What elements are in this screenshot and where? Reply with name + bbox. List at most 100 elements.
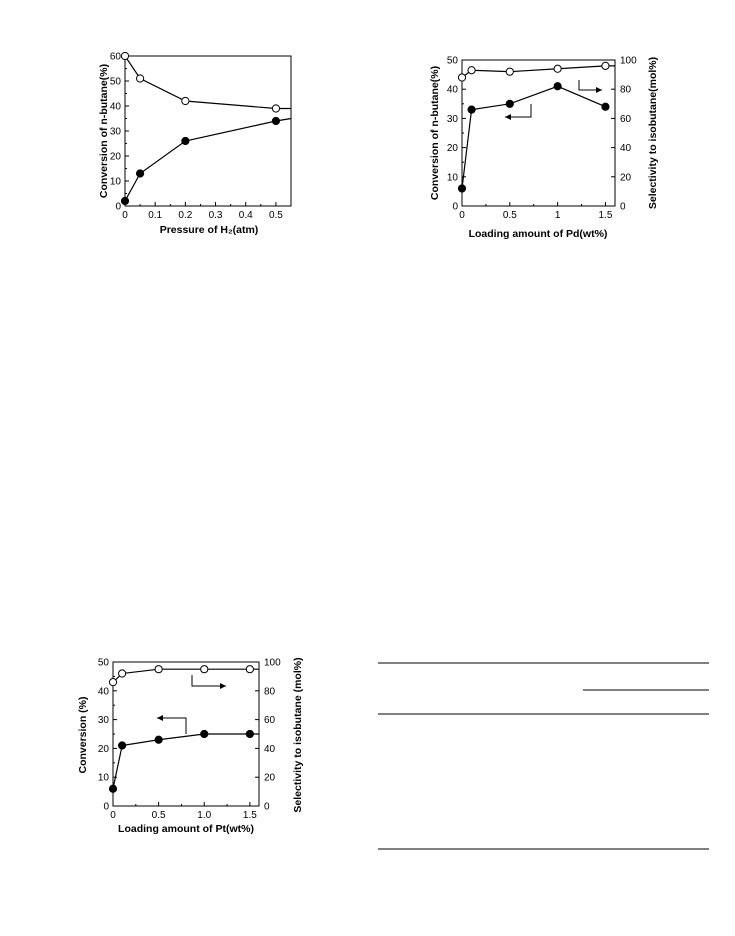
- y2-tick-label: 20: [620, 172, 632, 183]
- x-tick-label: 0.5: [269, 210, 283, 221]
- y2-tick-label: 100: [620, 56, 637, 67]
- y-tick-label: 50: [98, 658, 110, 669]
- series-line-filled: [124, 117, 292, 202]
- y-tick-label: 20: [110, 152, 122, 163]
- arrow-head: [220, 683, 226, 689]
- y2-tick-label: 20: [264, 773, 276, 784]
- data-point-filled: [200, 729, 209, 739]
- data-point-open: [245, 665, 254, 674]
- y-tick-label: 40: [447, 85, 459, 96]
- data-point-open: [135, 74, 145, 83]
- y2-tick-label: 0: [264, 802, 270, 813]
- x-axis-label: Loading amount of Pt(wt%): [118, 823, 254, 835]
- data-point-filled: [108, 784, 118, 793]
- y-tick-label: 20: [98, 744, 110, 755]
- x-tick-label: 0: [110, 810, 116, 821]
- y-tick-label: 10: [110, 177, 122, 188]
- data-point-filled: [135, 169, 145, 178]
- x-tick-label: 0.5: [503, 210, 517, 221]
- data-point-open: [200, 665, 209, 674]
- data-point-open: [154, 665, 163, 674]
- y-axis-label: Conversion of n-butane(%): [98, 64, 110, 198]
- data-point-filled: [505, 99, 514, 108]
- data-point-filled: [467, 105, 476, 114]
- axis-pointer-arrow: [191, 675, 226, 687]
- x-tick-label: 1: [555, 210, 561, 221]
- y2-tick-label: 100: [264, 658, 281, 669]
- data-point-open: [601, 61, 610, 70]
- y2-tick-label: 80: [620, 85, 632, 96]
- y-tick-label: 10: [447, 172, 459, 183]
- data-point-filled: [553, 82, 562, 91]
- data-point-open: [118, 669, 127, 678]
- series-line-open: [461, 65, 615, 78]
- x-tick-label: 0.5: [152, 810, 166, 821]
- chart-h2-pressure: 0 0.1 0.2 0.3 0.4 0.5 0 10 20 30 40 50 60 Pressure of…: [98, 51, 292, 236]
- arrow-head: [596, 87, 602, 93]
- data-point-filled: [245, 729, 254, 739]
- series-line-filled: [112, 733, 259, 789]
- x-tick-label: 0.4: [239, 210, 253, 221]
- x-tick-label: 0.2: [178, 210, 192, 221]
- y2-axis-label: Selectivity to isobutane (mol%): [292, 657, 304, 812]
- y-tick-label: 30: [110, 127, 122, 138]
- y-tick-label: 50: [110, 77, 122, 88]
- x-tick-label: 1.5: [598, 210, 612, 221]
- x-tick-label: 0: [122, 210, 128, 221]
- data-point-open: [271, 104, 281, 113]
- y2-tick-label: 80: [264, 686, 276, 697]
- x-tick-label: 1.0: [197, 810, 211, 821]
- plot-frame: [461, 59, 616, 207]
- series-line-filled: [461, 85, 606, 189]
- arrow-head: [505, 114, 511, 120]
- y-tick-label: 0: [103, 802, 109, 813]
- table-rules: [378, 662, 709, 850]
- plot-frame: [124, 55, 292, 207]
- data-point-filled: [601, 102, 610, 111]
- x-tick-label: 0.1: [148, 210, 162, 221]
- y-tick-label: 30: [98, 715, 110, 726]
- x-tick-label: 0.3: [209, 210, 223, 221]
- y-tick-label: 0: [452, 202, 458, 213]
- data-point-filled: [271, 116, 281, 126]
- axis-pointer-arrow: [505, 104, 532, 118]
- y-tick-label: 50: [447, 56, 459, 67]
- data-point-open: [553, 64, 562, 73]
- chart-pt-loading: 0 0.5 1.0 1.5 0 10 20 30 40 50 0 20 40 60 80 100 Loading…: [77, 657, 304, 835]
- data-point-filled: [154, 735, 163, 744]
- y2-tick-label: 60: [620, 114, 632, 125]
- y-tick-label: 40: [98, 686, 110, 697]
- y-axis-label: Conversion (%): [77, 696, 89, 773]
- x-axis-label: Loading amount of Pd(wt%): [469, 228, 608, 240]
- chart-pd-loading: 0 0.5 1 1.5 0 10 20 30 40 50 0 20 40 60 80 100 Loading a…: [429, 56, 659, 241]
- data-point-open: [457, 73, 467, 82]
- y2-tick-label: 60: [264, 715, 276, 726]
- series-line-open: [124, 55, 291, 110]
- data-point-filled: [181, 136, 190, 146]
- y-tick-label: 0: [115, 202, 121, 213]
- x-axis-label: Pressure of H₂(atm): [160, 224, 259, 236]
- x-tick-label: 0: [459, 210, 465, 221]
- y-axis-label: Conversion of n-butane(%): [429, 66, 441, 200]
- data-point-filled: [120, 196, 130, 206]
- x-tick-label: 1.5: [243, 810, 257, 821]
- axis-pointer-arrow: [578, 80, 602, 91]
- arrow-head: [157, 715, 163, 721]
- y-tick-label: 20: [447, 143, 459, 154]
- y2-tick-label: 40: [264, 744, 276, 755]
- data-point-open: [505, 67, 514, 76]
- axis-pointer-arrow: [157, 717, 187, 734]
- y-tick-label: 10: [98, 773, 110, 784]
- y2-tick-label: 40: [620, 143, 632, 154]
- y-tick-label: 60: [110, 52, 122, 63]
- y2-tick-label: 0: [620, 202, 626, 213]
- data-point-filled: [457, 184, 467, 193]
- data-point-filled: [118, 741, 127, 750]
- y-tick-label: 40: [110, 102, 122, 113]
- series-line-open: [112, 668, 259, 683]
- data-point-open: [181, 96, 190, 106]
- data-point-open: [120, 51, 130, 61]
- y2-axis-label: Selectivity to isobutane(mol%): [647, 57, 659, 209]
- y-tick-label: 30: [447, 114, 459, 125]
